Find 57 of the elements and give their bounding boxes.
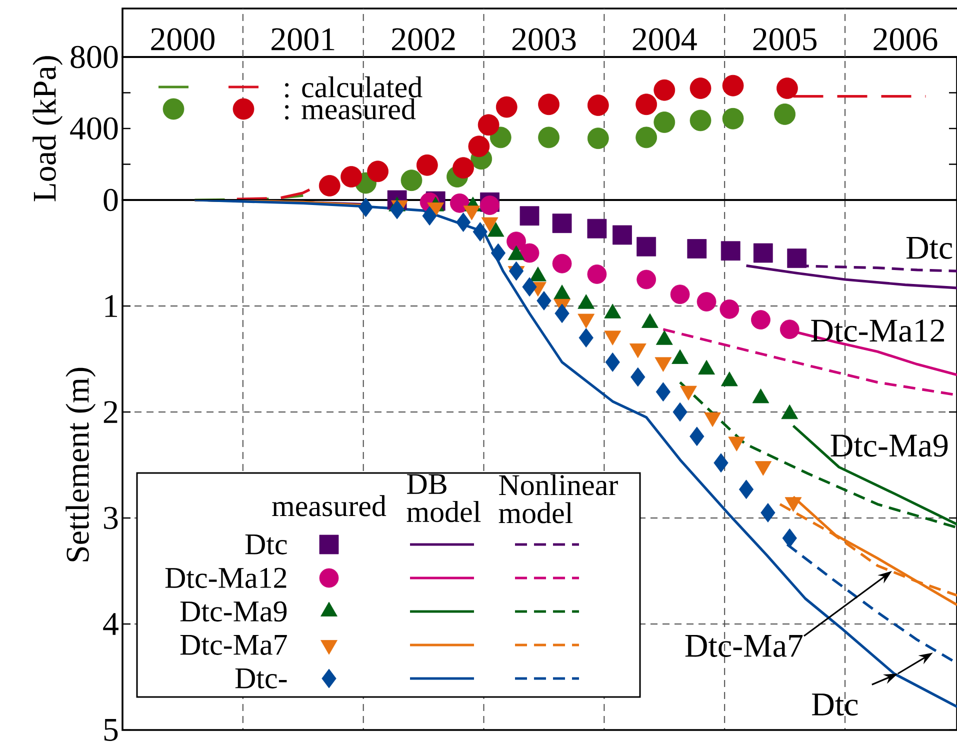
legend-label: Dtc-Ma9 — [180, 601, 287, 622]
x-tick-label: 2004 — [632, 28, 697, 50]
point — [654, 112, 676, 133]
point — [490, 126, 512, 148]
point — [496, 96, 518, 118]
point — [587, 94, 609, 116]
annotation: Dtc-Ma12 — [811, 320, 944, 342]
annotation: Dtc — [906, 236, 952, 259]
x-tick-label: 2003 — [512, 28, 576, 50]
legend-label: : calculated — [285, 76, 422, 98]
legend-label: Dtc — [245, 534, 287, 554]
point — [690, 110, 712, 132]
legend-label: Dtc-Ma12 — [165, 568, 286, 588]
legend-label: Dtc-Ma7 — [180, 635, 287, 655]
y-tick-label: 3 — [104, 506, 118, 530]
point — [776, 78, 798, 99]
x-tick-label: 2001 — [272, 28, 334, 50]
point — [416, 154, 438, 176]
x-tick-label: 2005 — [753, 28, 817, 50]
point — [478, 114, 500, 136]
annotation: Nonlinear model — [498, 474, 618, 524]
point — [538, 126, 560, 148]
y-tick-label: 0 — [104, 188, 118, 212]
point — [538, 94, 560, 116]
x-tick-label: 2006 — [874, 28, 938, 50]
point — [690, 78, 712, 99]
point — [318, 174, 340, 196]
y-tick-label: 400 — [70, 117, 118, 140]
point — [774, 103, 796, 125]
line-series — [678, 381, 957, 529]
y-tick-label: 5 — [104, 719, 118, 741]
x-tick-label: 2002 — [392, 28, 455, 50]
point — [400, 170, 422, 192]
y-axis-title: Settlement (m) — [66, 368, 96, 562]
annotation: Dtc — [812, 694, 858, 716]
point — [587, 128, 609, 150]
point — [654, 79, 676, 101]
point — [340, 166, 362, 188]
y-tick-label: 1 — [105, 295, 117, 317]
annotation: Dtc-Ma7 — [685, 635, 803, 657]
point — [722, 108, 744, 130]
annotation: measured — [272, 495, 386, 516]
point — [367, 160, 388, 182]
point — [468, 136, 490, 158]
annotation: DB model — [406, 474, 481, 522]
legend-label: Dtc- — [235, 668, 287, 688]
annotation: Dtc-Ma9 — [830, 434, 948, 457]
y-axis-title: Load (kPa) — [32, 56, 63, 202]
legend-label: : measured — [285, 98, 416, 120]
y-tick-label: 800 — [70, 46, 118, 68]
point — [722, 74, 744, 96]
y-tick-label: 2 — [104, 401, 118, 423]
point — [452, 157, 474, 179]
y-tick-label: 4 — [103, 613, 118, 635]
point — [636, 94, 658, 116]
point — [636, 126, 658, 148]
x-tick-label: 2000 — [151, 28, 214, 50]
